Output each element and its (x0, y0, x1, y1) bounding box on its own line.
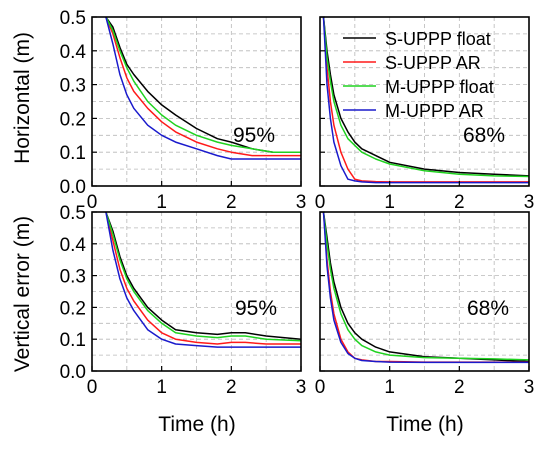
x-tick-label: 0 (87, 192, 98, 213)
y-tick-label: 0.4 (60, 42, 87, 63)
x-tick-label: 2 (226, 192, 237, 213)
series-line-s-uppp-ar (105, 211, 301, 345)
x-tick-label: 1 (384, 192, 395, 213)
x-tick-label: 0 (315, 192, 326, 213)
x-tick-label: 2 (454, 192, 465, 213)
x-axis-label-left: Time (h) (158, 413, 235, 436)
y-tick-label: 0.2 (60, 298, 86, 319)
y-tick-label: 0.1 (60, 143, 86, 164)
y-tick-label: 0.3 (60, 267, 86, 288)
y-tick-label: 0.3 (60, 76, 86, 97)
x-tick-label: 3 (524, 377, 535, 398)
series-line-m-uppp-float (105, 211, 302, 342)
x-tick-label: 1 (156, 192, 167, 213)
series-line-m-uppp-ar (105, 211, 301, 348)
x-tick-label: 2 (226, 377, 237, 398)
plot-frame (91, 211, 302, 372)
panels-group: 0 1 2 3 0.0 0.1 0.2 0.3 0.4 0.5 95% 0 1 2 3 68% S-UPPP f… (60, 8, 535, 398)
y-axis-label-horizontal: Horizontal (m) (11, 32, 34, 164)
legend-label: S-UPPP AR (385, 53, 481, 73)
legend-label: S-UPPP float (385, 29, 491, 49)
series-line-m-uppp-float (322, 16, 530, 178)
x-tick-label: 1 (156, 377, 167, 398)
series-line-m-uppp-ar (322, 211, 529, 364)
y-tick-label: 0.4 (60, 235, 87, 256)
percentile-annotation: 68% (467, 297, 509, 320)
series-line-m-uppp-float (322, 211, 530, 361)
panel-vertical-68: 0 1 2 3 68% (315, 211, 535, 398)
y-tick-label: 0.2 (60, 109, 86, 130)
y-tick-label: 0.0 (60, 362, 86, 383)
x-tick-label: 3 (296, 192, 307, 213)
x-tick-label: 0 (87, 377, 98, 398)
series-line-m-uppp-float (105, 16, 301, 153)
series-line-m-uppp-ar (105, 16, 301, 160)
percentile-annotation: 95% (235, 297, 277, 320)
x-tick-label: 1 (384, 377, 395, 398)
legend-label: M-UPPP AR (385, 101, 484, 121)
series-line-s-uppp-float (105, 211, 302, 340)
panel-horizontal-95: 0 1 2 3 0.0 0.1 0.2 0.3 0.4 0.5 95% (60, 8, 307, 213)
y-axis-label-vertical: Vertical error (m) (11, 216, 34, 372)
x-tick-label: 3 (524, 192, 535, 213)
y-tick-label: 0.0 (60, 177, 86, 198)
x-axis-label-right: Time (h) (386, 413, 463, 436)
y-tick-label: 0.5 (60, 203, 86, 224)
series-line-s-uppp-ar (105, 16, 301, 157)
panel-horizontal-68: 0 1 2 3 68% S-UPPP float S-UPPP AR M-UPPP float… (315, 16, 535, 213)
panel-vertical-95: 0 1 2 3 0.0 0.1 0.2 0.3 0.4 0.5 95% (60, 203, 307, 398)
x-tick-label: 0 (315, 377, 326, 398)
series-line-s-uppp-float (322, 16, 530, 177)
plot-frame (319, 211, 530, 372)
x-tick-label: 2 (454, 377, 465, 398)
legend: S-UPPP float S-UPPP AR M-UPPP float M-UPPP … (343, 29, 494, 121)
percentile-annotation: 68% (463, 124, 505, 147)
x-tick-label: 3 (296, 377, 307, 398)
legend-label: M-UPPP float (385, 77, 494, 97)
percentile-annotation: 95% (233, 124, 275, 147)
y-tick-label: 0.1 (60, 330, 86, 351)
plot-frame (91, 16, 302, 187)
series-line-m-uppp-ar (322, 16, 529, 184)
y-tick-label: 0.5 (60, 8, 86, 29)
plot-frame (319, 16, 530, 187)
